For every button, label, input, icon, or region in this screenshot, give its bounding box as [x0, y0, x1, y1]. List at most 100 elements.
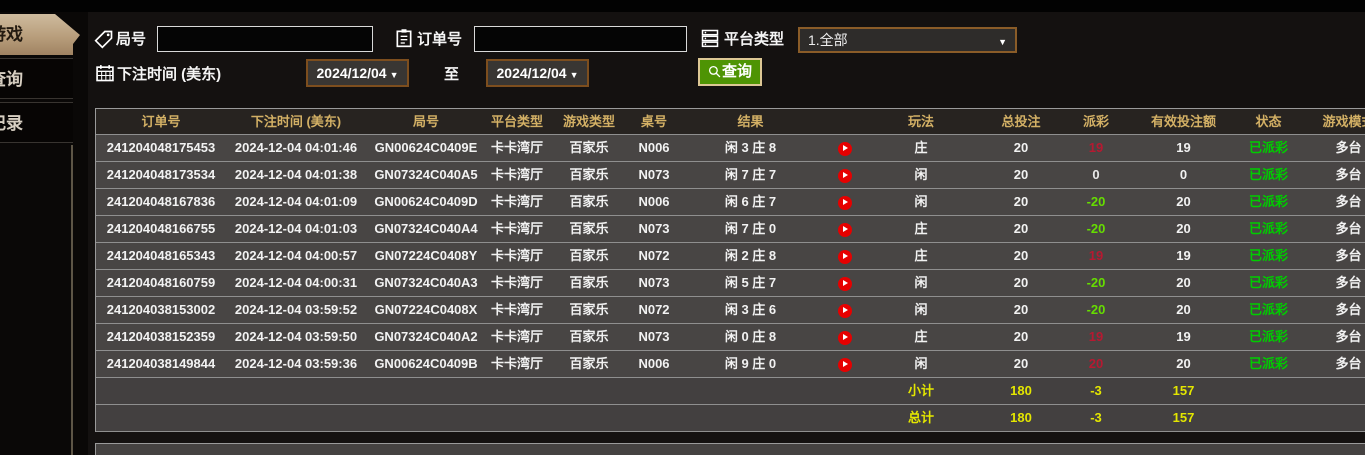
- subtotal-cell: -3: [1090, 383, 1102, 398]
- platform-type-value: 1.全部: [808, 32, 848, 48]
- column-header: 有效投注额: [1150, 114, 1216, 129]
- column-header: 游戏类型: [562, 114, 615, 129]
- total-cell: [823, 405, 866, 431]
- date-to-picker[interactable]: 2024/12/04: [486, 59, 589, 87]
- cell-game-type: 百家乐: [569, 194, 609, 209]
- column-header: 结果: [737, 114, 764, 129]
- cell-total-bet: 20: [1013, 221, 1029, 236]
- cell-result: 闲 7 庄 7: [724, 167, 777, 182]
- platform-type-select[interactable]: 1.全部: [798, 27, 1017, 53]
- clipboard-icon: [394, 28, 414, 48]
- cell-order-no: 241204048160759: [106, 275, 216, 290]
- play-icon[interactable]: [837, 222, 852, 237]
- cell-bet-time: 2024-12-04 03:59:36: [234, 356, 358, 371]
- cell-total-bet: 20: [1013, 275, 1029, 290]
- play-icon[interactable]: [837, 249, 852, 264]
- play-icon[interactable]: [837, 195, 852, 210]
- sidebar: 游戏 查询 记录: [0, 12, 88, 455]
- cell-result: 闲 9 庄 0: [724, 356, 777, 371]
- play-icon[interactable]: [837, 303, 852, 318]
- cell-status: 已派彩: [1248, 194, 1288, 209]
- cell-total-bet: 20: [1013, 356, 1029, 371]
- cell-total-bet: 20: [1013, 302, 1029, 317]
- cell-table-no: N072: [638, 302, 670, 317]
- cell-valid-bet: 19: [1176, 248, 1191, 263]
- column-header: 桌号: [640, 114, 667, 129]
- cell-status: 已派彩: [1248, 302, 1288, 317]
- sidebar-tab-query[interactable]: 查询: [0, 58, 73, 99]
- cell-round-no: GN07324C040A5: [374, 167, 478, 182]
- subtotal-cell: [1241, 378, 1296, 404]
- total-cell: [486, 405, 548, 431]
- column-header: 派彩: [1082, 114, 1109, 129]
- search-button-label: 查询: [721, 63, 752, 80]
- play-icon[interactable]: [837, 141, 852, 156]
- cell-mode: 多台: [1335, 356, 1362, 371]
- column-header: [823, 109, 866, 134]
- date-from-picker[interactable]: 2024/12/04: [306, 59, 409, 87]
- replay-cell: [823, 135, 866, 161]
- cell-game-type: 百家乐: [569, 221, 609, 236]
- cell-mode: 多台: [1335, 329, 1362, 344]
- cell-payout: 19: [1088, 329, 1104, 344]
- cell-table-no: N072: [638, 248, 670, 263]
- sidebar-tab-label: 记录: [0, 114, 23, 133]
- cell-status: 已派彩: [1248, 329, 1288, 344]
- cell-mode: 多台: [1335, 302, 1362, 317]
- cell-valid-bet: 19: [1176, 329, 1191, 344]
- cell-round-no: GN07224C0408Y: [374, 248, 478, 263]
- cell-platform: 卡卡湾厅: [490, 221, 543, 236]
- sidebar-tab-game[interactable]: 游戏: [0, 14, 80, 55]
- total-cell: 157: [1172, 410, 1195, 425]
- play-icon[interactable]: [837, 276, 852, 291]
- cell-table-no: N006: [638, 356, 670, 371]
- replay-cell: [823, 162, 866, 188]
- cell-play: 闲: [914, 275, 928, 290]
- calendar-icon: [95, 63, 115, 83]
- cell-table-no: N006: [638, 140, 670, 155]
- column-header: 局号: [412, 114, 439, 129]
- subtotal-cell: 180: [1010, 383, 1032, 398]
- total-cell: [630, 405, 678, 431]
- caret-down-icon: [390, 65, 399, 81]
- play-icon[interactable]: [837, 330, 852, 345]
- sidebar-tab-records[interactable]: 记录: [0, 102, 73, 143]
- date-range-to-label: 至: [444, 66, 460, 83]
- bet-records-table: 订单号 下注时间 (美东) 局号 平台类型 游戏类型 桌号 结果 玩法 总投注 派彩 有效投注额 状态…: [95, 108, 1365, 432]
- cell-result: 闲 3 庄 8: [724, 140, 777, 155]
- order-number-input[interactable]: [474, 26, 687, 52]
- cell-mode: 多台: [1335, 275, 1362, 290]
- cell-game-type: 百家乐: [569, 275, 609, 290]
- play-icon[interactable]: [837, 168, 852, 183]
- replay-cell: [823, 216, 866, 242]
- cell-platform: 卡卡湾厅: [490, 329, 543, 344]
- cell-valid-bet: 20: [1176, 356, 1191, 371]
- cell-platform: 卡卡湾厅: [490, 275, 543, 290]
- cell-valid-bet: 20: [1176, 221, 1191, 236]
- cell-payout: -20: [1086, 302, 1106, 317]
- cell-order-no: 241204048166755: [106, 221, 216, 236]
- total-cell: -3: [1090, 410, 1102, 425]
- table-row: 241204048167836 2024-12-04 04:01:09 GN0062…: [96, 189, 1365, 216]
- round-number-input[interactable]: [157, 26, 373, 52]
- cell-bet-time: 2024-12-04 04:00:31: [234, 275, 358, 290]
- cell-order-no: 241204038153002: [106, 302, 216, 317]
- cell-result: 闲 3 庄 6: [724, 302, 777, 317]
- replay-cell: [823, 243, 866, 269]
- sidebar-tab-label: 游戏: [0, 25, 23, 44]
- column-header: 玩法: [907, 114, 934, 129]
- subtotal-cell: [486, 378, 548, 404]
- main-panel: 局号 订单号 平台类型 1.全部 下注时间 (美东) 2024/12/04 至 …: [88, 12, 1365, 455]
- cell-round-no: GN07324C040A4: [374, 221, 478, 236]
- search-button[interactable]: 查询: [698, 58, 762, 86]
- cell-round-no: GN07224C0408X: [374, 302, 478, 317]
- play-icon[interactable]: [837, 357, 852, 372]
- table-header-row: 订单号 下注时间 (美东) 局号 平台类型 游戏类型 桌号 结果 玩法 总投注 派彩 有效投注额 状态…: [96, 109, 1365, 135]
- cell-bet-time: 2024-12-04 04:01:46: [234, 140, 358, 155]
- cell-result: 闲 7 庄 0: [724, 221, 777, 236]
- subtotal-row: 小计 180 -3 157: [96, 378, 1365, 405]
- cell-valid-bet: 20: [1176, 194, 1191, 209]
- cell-valid-bet: 19: [1176, 140, 1191, 155]
- platform-type-label: 平台类型: [724, 31, 785, 48]
- cell-bet-time: 2024-12-04 03:59:52: [234, 302, 358, 317]
